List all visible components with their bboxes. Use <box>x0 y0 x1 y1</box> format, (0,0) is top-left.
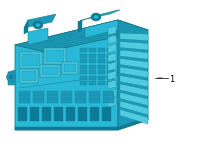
Polygon shape <box>107 48 114 52</box>
Ellipse shape <box>6 72 16 81</box>
Polygon shape <box>98 76 105 80</box>
Polygon shape <box>30 107 39 121</box>
Ellipse shape <box>33 21 43 29</box>
Polygon shape <box>64 64 76 72</box>
Polygon shape <box>8 70 15 85</box>
Polygon shape <box>108 53 116 62</box>
Polygon shape <box>15 117 148 130</box>
Polygon shape <box>107 54 114 57</box>
Polygon shape <box>108 44 116 53</box>
Polygon shape <box>78 107 87 121</box>
Polygon shape <box>120 50 148 59</box>
Polygon shape <box>90 107 99 121</box>
Polygon shape <box>19 91 30 103</box>
Polygon shape <box>107 59 114 63</box>
Polygon shape <box>47 91 58 103</box>
Polygon shape <box>46 50 64 62</box>
Polygon shape <box>40 65 60 77</box>
Polygon shape <box>15 20 118 130</box>
Polygon shape <box>120 110 148 124</box>
Polygon shape <box>80 70 87 74</box>
Polygon shape <box>120 101 148 115</box>
Polygon shape <box>42 67 58 75</box>
Polygon shape <box>120 76 148 87</box>
Polygon shape <box>20 69 38 83</box>
Polygon shape <box>24 14 56 28</box>
Polygon shape <box>80 65 87 69</box>
Polygon shape <box>98 59 105 63</box>
Polygon shape <box>22 54 40 66</box>
Polygon shape <box>98 48 105 52</box>
Polygon shape <box>120 67 148 78</box>
Polygon shape <box>24 20 28 34</box>
Polygon shape <box>89 65 96 69</box>
Polygon shape <box>120 41 148 50</box>
Polygon shape <box>107 70 114 74</box>
Polygon shape <box>120 92 148 106</box>
Polygon shape <box>20 52 42 68</box>
Polygon shape <box>42 107 51 121</box>
Polygon shape <box>89 59 96 63</box>
Polygon shape <box>120 84 148 96</box>
Polygon shape <box>80 48 87 52</box>
Polygon shape <box>89 81 96 85</box>
Polygon shape <box>28 28 48 45</box>
Ellipse shape <box>91 13 101 21</box>
Polygon shape <box>118 20 148 130</box>
Polygon shape <box>78 10 120 22</box>
Polygon shape <box>33 91 44 103</box>
Polygon shape <box>108 71 116 80</box>
Polygon shape <box>107 76 114 80</box>
Polygon shape <box>44 48 66 64</box>
Polygon shape <box>80 81 87 85</box>
Ellipse shape <box>94 15 98 19</box>
Polygon shape <box>108 62 116 71</box>
Polygon shape <box>120 59 148 69</box>
Text: 1: 1 <box>169 75 174 84</box>
Polygon shape <box>89 91 100 103</box>
Polygon shape <box>15 20 148 52</box>
Ellipse shape <box>36 23 40 27</box>
Polygon shape <box>98 65 105 69</box>
Polygon shape <box>54 107 63 121</box>
Polygon shape <box>62 62 78 74</box>
Polygon shape <box>103 91 114 103</box>
Polygon shape <box>89 76 96 80</box>
Polygon shape <box>89 70 96 74</box>
Polygon shape <box>85 20 118 38</box>
Polygon shape <box>98 81 105 85</box>
Polygon shape <box>78 20 82 32</box>
Polygon shape <box>108 26 116 35</box>
Polygon shape <box>108 35 116 44</box>
Polygon shape <box>89 54 96 57</box>
Polygon shape <box>75 91 86 103</box>
Polygon shape <box>61 91 72 103</box>
Polygon shape <box>89 48 96 52</box>
Ellipse shape <box>9 75 13 79</box>
Polygon shape <box>80 76 87 80</box>
Polygon shape <box>102 107 111 121</box>
Polygon shape <box>108 98 116 107</box>
Polygon shape <box>66 107 75 121</box>
Polygon shape <box>108 80 116 89</box>
Polygon shape <box>18 107 27 121</box>
Polygon shape <box>22 71 36 81</box>
Polygon shape <box>80 59 87 63</box>
Polygon shape <box>98 70 105 74</box>
Polygon shape <box>107 65 114 69</box>
Polygon shape <box>80 54 87 57</box>
Polygon shape <box>107 81 114 85</box>
Polygon shape <box>108 89 116 98</box>
Polygon shape <box>98 54 105 57</box>
Polygon shape <box>120 33 148 41</box>
